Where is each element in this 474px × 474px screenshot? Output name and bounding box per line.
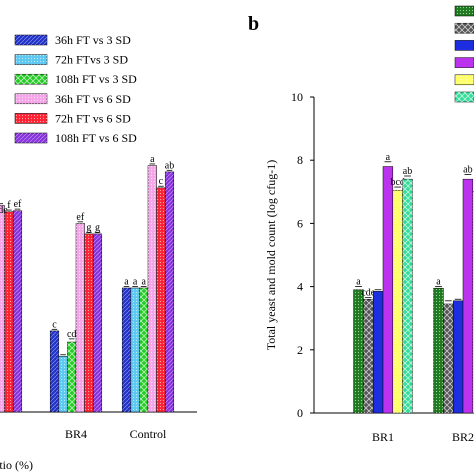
y-tick-label-b: 6 (297, 216, 303, 230)
sig-letter-b: a (436, 277, 441, 288)
legend-swatch-b-2 (454, 40, 474, 51)
sig-letter-b: ab (463, 164, 472, 175)
legend-label-4: 72h FT vs 6 SD (55, 111, 131, 125)
legend-swatch-1-hatch (15, 54, 47, 65)
sig-letter-a: ef (76, 212, 84, 223)
bar-a-BR4-2-hatch (67, 342, 76, 412)
sig-letter-a: c (52, 319, 57, 330)
panel-a: fef3ccdefggBR4aaaacabControlderatio (%)3… (0, 33, 197, 472)
panel-b: 0 2 4 6 8 10 Total yeast and mold count (log c… (248, 5, 474, 444)
sig-letter-b: bcd (390, 177, 404, 188)
sig-letter-a: g (86, 222, 91, 233)
sig-letter-a: g (95, 222, 100, 233)
bar-a-Control-3-hatch (148, 165, 157, 412)
bar-a-BR4-1-hatch (58, 356, 68, 412)
x-tick-a-Control: Control (130, 427, 167, 441)
sig-letter-a: a (150, 154, 155, 165)
y-axis-label-b: Total yeast and mold count (log cfug-1) (264, 160, 278, 350)
bar-b-BR1-4-hatch (392, 190, 403, 413)
y-tick-label-b: 0 (297, 406, 303, 420)
bar-a-Control-5-hatch (165, 171, 174, 412)
y-tick-label-b: 10 (291, 90, 303, 104)
legend-swatch-3-hatch (15, 93, 47, 104)
x-axis-label-a: ratio (%) (0, 458, 33, 472)
sig-letter-b: cde (361, 288, 375, 299)
sig-letter-a: a (141, 276, 146, 287)
bar-a-BR4-5-hatch (93, 233, 102, 412)
bar-a-BR4-0-hatch (50, 330, 59, 412)
bar-b-BR1-3 (382, 166, 394, 414)
legend-swatch-b-1-hatch (455, 23, 474, 34)
sig-letter-a: f (7, 200, 11, 211)
bar-b-BR1-5-hatch (402, 179, 413, 413)
bar-a-BR4-3-hatch (76, 223, 85, 412)
legend-label-3: 36h FT vs 6 SD (55, 92, 131, 106)
legend-swatch-b-4-hatch (455, 74, 474, 85)
bar-b-BR2-4-hatch (472, 191, 474, 413)
x-tick-a-BR4: BR4 (65, 427, 87, 441)
legend-label-5: 108h FT vs 6 SD (55, 131, 137, 145)
legend-swatch-b-0-hatch (455, 6, 474, 16)
sig-letter-a: cd (67, 329, 76, 340)
legend-label-2: 108h FT vs 3 SD (55, 72, 137, 86)
sig-letter-a: c (159, 176, 164, 187)
legend-swatch-0-hatch (15, 35, 47, 45)
sig-letter-a: ab (165, 160, 174, 171)
sig-letter-a: a (133, 276, 138, 287)
bar-a-Control-1-hatch (130, 287, 140, 412)
sig-letter-a: de (0, 205, 8, 216)
sig-letter-a: ef (14, 199, 22, 210)
y-tick-label-b: 4 (297, 280, 303, 294)
bar-b-BR2-2 (452, 300, 464, 414)
y-tick-label-b: 2 (297, 343, 303, 357)
legend-swatch-b-5-hatch (455, 92, 474, 102)
bar-b-BR2-0-hatch (433, 288, 444, 413)
sig-letter-a: a (124, 276, 129, 287)
bar-a-BR3-5-hatch (13, 210, 22, 412)
bar-b-BR1-2 (372, 291, 384, 414)
bar-a-BR3-3-hatch (0, 205, 5, 412)
legend-label-1: 72h FTvs 3 SD (55, 53, 128, 67)
legend-swatch-2-hatch (15, 74, 47, 85)
bar-a-BR3-4-hatch (4, 211, 14, 412)
y-tick-label-b: 8 (297, 153, 303, 167)
bar-a-Control-0-hatch (122, 287, 131, 412)
legend-label-0: 36h FT vs 3 SD (55, 33, 131, 47)
legend-swatch-4-hatch (15, 113, 47, 124)
bar-a-BR4-4-hatch (84, 233, 94, 412)
legend-swatch-b-3 (454, 57, 474, 68)
panel-label-b: b (248, 13, 259, 35)
bar-b-BR2-3 (462, 178, 474, 414)
sig-letter-b: ab (403, 166, 412, 177)
bar-b-BR1-1-hatch (363, 299, 374, 413)
sig-letter-b: a (356, 277, 361, 288)
x-tick-b-BR2: BR2 (452, 430, 474, 444)
bar-b-BR1-0-hatch (353, 289, 364, 413)
legend-swatch-5-hatch (15, 133, 47, 143)
x-tick-b-BR1: BR1 (372, 430, 394, 444)
bar-a-Control-4-hatch (156, 187, 166, 412)
bar-b-BR2-1-hatch (443, 303, 454, 413)
sig-letter-b: a (386, 152, 391, 163)
bar-a-Control-2-hatch (139, 287, 148, 412)
